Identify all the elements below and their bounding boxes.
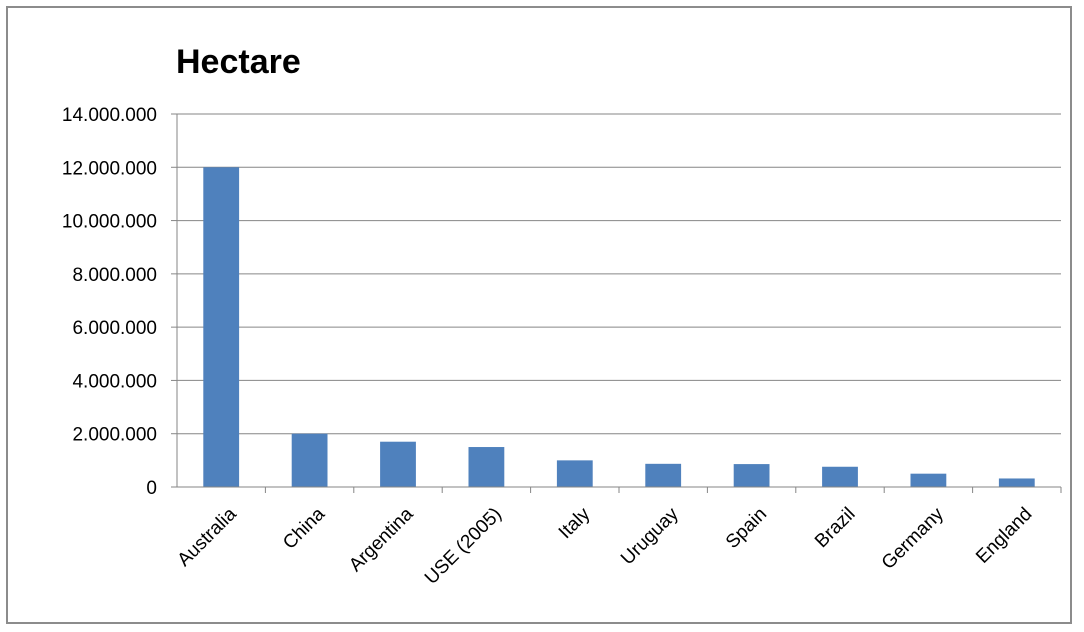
x-tick-label: Argentina [345, 503, 418, 576]
bar-use-2005 [468, 447, 505, 487]
bar-brazil [822, 466, 858, 487]
x-tick-label: Italy [555, 503, 595, 543]
y-tick-label: 14.000.000 [62, 105, 157, 126]
x-axis-ticks: Australia China Argentina USE (2005) Italy Ur… [174, 487, 1062, 589]
x-tick-label: China [279, 503, 329, 553]
x-tick-label: Australia [174, 503, 241, 570]
y-tick-label: 2.000.000 [72, 425, 157, 446]
bar-australia [203, 167, 240, 488]
y-tick-label: 12.000.000 [62, 158, 157, 179]
bar-china [291, 433, 328, 487]
bar-england [998, 478, 1035, 487]
bar-uruguay [645, 463, 682, 487]
gridlines [177, 113, 1061, 435]
bars [203, 167, 1035, 488]
bar-spain [733, 464, 770, 487]
x-tick-label: Brazil [811, 504, 859, 552]
bar-chart: Hectare 0 2.000.000 4.000.000 6.000.000 8.00… [62, 43, 1062, 589]
y-tick-label: 0 [146, 478, 157, 499]
chart-frame: Hectare 0 2.000.000 4.000.000 6.000.000 8.00… [6, 6, 1072, 624]
x-tick-label: Spain [722, 504, 771, 553]
axes [171, 114, 1061, 488]
x-tick-label: Uruguay [617, 503, 683, 569]
y-axis-ticks: 0 2.000.000 4.000.000 6.000.000 8.000.000 10.… [62, 105, 177, 499]
y-tick-label: 10.000.000 [62, 212, 157, 233]
x-tick-label: England [972, 504, 1036, 568]
y-tick-label: 6.000.000 [72, 318, 157, 339]
chart-title: Hectare [176, 43, 301, 81]
y-tick-label: 8.000.000 [72, 265, 157, 286]
x-tick-label: USE (2005) [421, 504, 506, 589]
x-tick-label: Germany [878, 503, 948, 573]
y-tick-label: 4.000.000 [72, 371, 157, 392]
bar-italy [556, 460, 593, 487]
bar-germany [910, 473, 947, 487]
bar-argentina [380, 441, 416, 487]
